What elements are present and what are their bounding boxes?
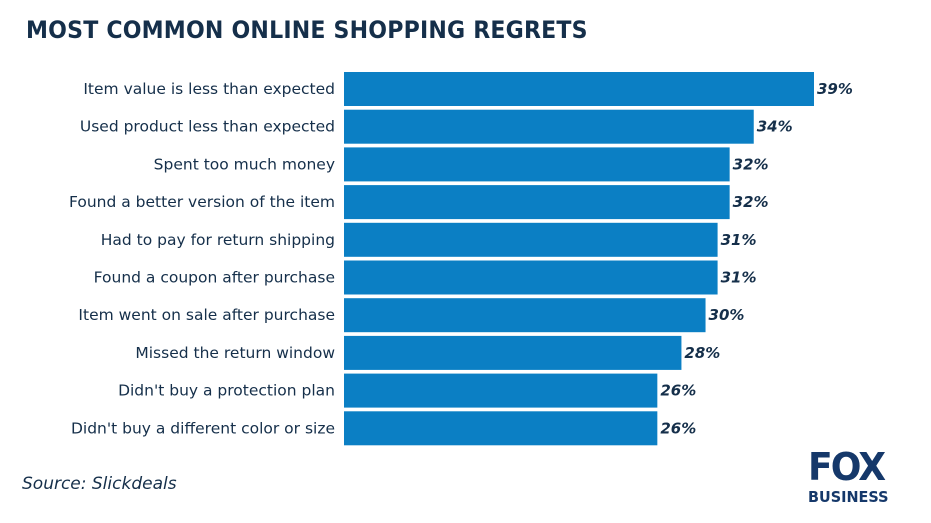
value-label: 34% <box>757 118 793 136</box>
logo-fox-text: FOX <box>808 445 886 489</box>
bar <box>344 260 718 295</box>
category-label: Found a better version of the item <box>69 193 335 211</box>
value-label: 39% <box>817 80 853 98</box>
bar <box>344 109 754 144</box>
bar <box>344 335 682 370</box>
source-note: Source: Slickdeals <box>22 474 177 494</box>
bar <box>344 411 658 446</box>
value-label: 28% <box>684 344 720 362</box>
fox-business-logo: FOX BUSINESS <box>808 445 918 507</box>
category-label: Didn't buy a different color or size <box>71 419 335 437</box>
value-label: 32% <box>733 193 769 211</box>
logo-business-text: BUSINESS <box>808 488 889 506</box>
bar <box>344 298 706 333</box>
bar <box>344 222 718 257</box>
bar <box>344 373 658 408</box>
category-label: Didn't buy a protection plan <box>118 382 335 400</box>
category-label: Found a coupon after purchase <box>94 269 335 287</box>
bar-chart: Item value is less than expected 39% Used … <box>69 72 853 446</box>
bar <box>344 185 730 220</box>
value-label: 31% <box>721 269 757 287</box>
bar <box>344 147 730 182</box>
bar <box>344 72 814 106</box>
value-label: 31% <box>721 231 757 249</box>
value-label: 26% <box>660 382 696 400</box>
category-label: Had to pay for return shipping <box>101 231 335 249</box>
value-label: 30% <box>709 306 745 324</box>
category-label: Item value is less than expected <box>83 80 335 98</box>
value-label: 32% <box>733 155 769 173</box>
category-label: Item went on sale after purchase <box>78 306 335 324</box>
value-label: 26% <box>660 419 696 437</box>
category-label: Spent too much money <box>154 155 335 173</box>
category-label: Used product less than expected <box>80 118 335 136</box>
chart-title: MOST COMMON ONLINE SHOPPING REGRETS <box>26 16 588 44</box>
category-label: Missed the return window <box>135 344 335 362</box>
